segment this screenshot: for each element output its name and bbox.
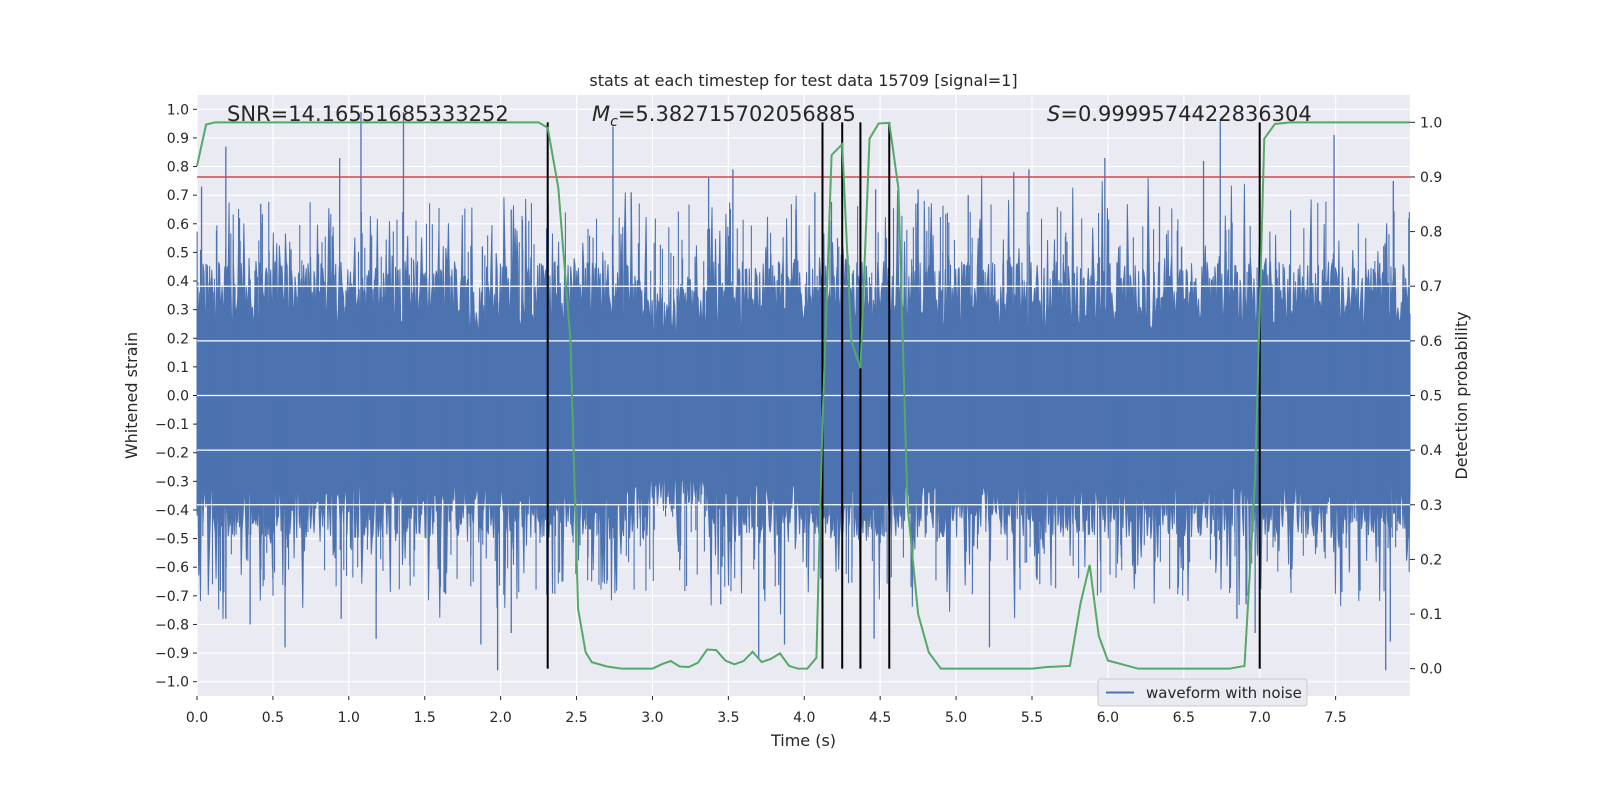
overlay-layer [196, 121, 1410, 670]
y-tick-label: 0.2 [167, 331, 189, 347]
chirp-mass-annotation: Mc=5.382715702056885 [592, 102, 856, 130]
y-tick-label: 0.7 [167, 188, 189, 204]
s-symbol: S [1047, 102, 1060, 126]
mc-subscript: c [610, 114, 618, 130]
y2-tick-label: 0.8 [1420, 225, 1442, 241]
axes: 0.0 0.5 1.0 1.5 2.0 2.5 3.0 3.5 4.0 4.5 5.0 5.5 6.0 6… [155, 102, 1442, 726]
y-tick-label: 0.1 [167, 360, 189, 376]
x-axis-label: Time (s) [770, 731, 836, 750]
x-tick-label: 0.0 [186, 710, 208, 726]
y-tick-label: 0.5 [167, 245, 189, 261]
y2-tick-label: 0.9 [1420, 170, 1442, 186]
y-tick-label: −0.5 [155, 532, 189, 548]
y-tick-label: −0.2 [155, 446, 189, 462]
y2-tick-label: 0.1 [1420, 607, 1442, 623]
legend-label: waveform with noise [1146, 684, 1302, 702]
y-tick-label: −0.4 [155, 503, 189, 519]
x-tick-label: 2.5 [565, 710, 587, 726]
s-value: =0.9999574422836304 [1060, 102, 1311, 126]
x-tick-label: 5.0 [945, 710, 967, 726]
y-tick-label: 0.6 [167, 217, 189, 233]
y2-tick-label: 0.2 [1420, 552, 1442, 568]
y-tick-label: 0.3 [167, 303, 189, 319]
score-annotation: S=0.9999574422836304 [1047, 102, 1312, 126]
x-tick-label: 6.0 [1097, 710, 1119, 726]
y2-tick-label: 0.6 [1420, 334, 1442, 350]
y2-tick-label: 1.0 [1420, 115, 1442, 131]
y-tick-label: 0.4 [167, 274, 189, 290]
x-tick-label: 4.0 [793, 710, 815, 726]
x-tick-label: 3.0 [641, 710, 663, 726]
x-tick-label: 4.5 [869, 710, 891, 726]
y2-tick-label: 0.4 [1420, 443, 1442, 459]
x-tick-label: 7.5 [1324, 710, 1346, 726]
x-tick-label: 2.0 [489, 710, 511, 726]
y-tick-label: −0.8 [155, 617, 189, 633]
waveform-core [197, 332, 1410, 482]
mc-symbol: M [592, 102, 610, 126]
legend-box [1097, 678, 1308, 707]
y-tick-label: −0.6 [155, 560, 189, 576]
x-tick-label: 0.5 [262, 710, 284, 726]
y2-tick-label: 0.5 [1420, 389, 1442, 405]
x-tick-label: 1.5 [414, 710, 436, 726]
y-tick-label: −0.9 [155, 646, 189, 662]
y2-axis-label: Detection probability [1452, 311, 1471, 479]
mc-value: =5.382715702056885 [618, 102, 856, 126]
y-tick-label: −1.0 [155, 675, 189, 691]
y-tick-label: −0.3 [155, 474, 189, 490]
x-tick-label: 1.0 [338, 710, 360, 726]
y-tick-label: 0.9 [167, 131, 189, 147]
legend: waveform with noise [1097, 678, 1308, 707]
y2-tick-label: 0.7 [1420, 279, 1442, 295]
x-tick-label: 6.5 [1173, 710, 1195, 726]
y-tick-label: 0.0 [167, 389, 189, 405]
snr-annotation: SNR=14.16551685333252 [227, 102, 509, 126]
y2-tick-label: 0.3 [1420, 498, 1442, 514]
x-tick-label: 5.5 [1021, 710, 1043, 726]
y-tick-label: −0.7 [155, 589, 189, 605]
x-tick-label: 3.5 [717, 710, 739, 726]
grid-front [197, 285, 1410, 506]
y-tick-label: −0.1 [155, 417, 189, 433]
y-tick-label: 1.0 [167, 102, 189, 118]
y2-tick-label: 0.0 [1420, 662, 1442, 678]
y-tick-label: 0.8 [167, 160, 189, 176]
detection-probability-line [196, 121, 1410, 670]
x-tick-label: 7.0 [1249, 710, 1271, 726]
chart-title: stats at each timestep for test data 157… [589, 71, 1017, 90]
y-axis-label: Whitened strain [122, 332, 141, 459]
